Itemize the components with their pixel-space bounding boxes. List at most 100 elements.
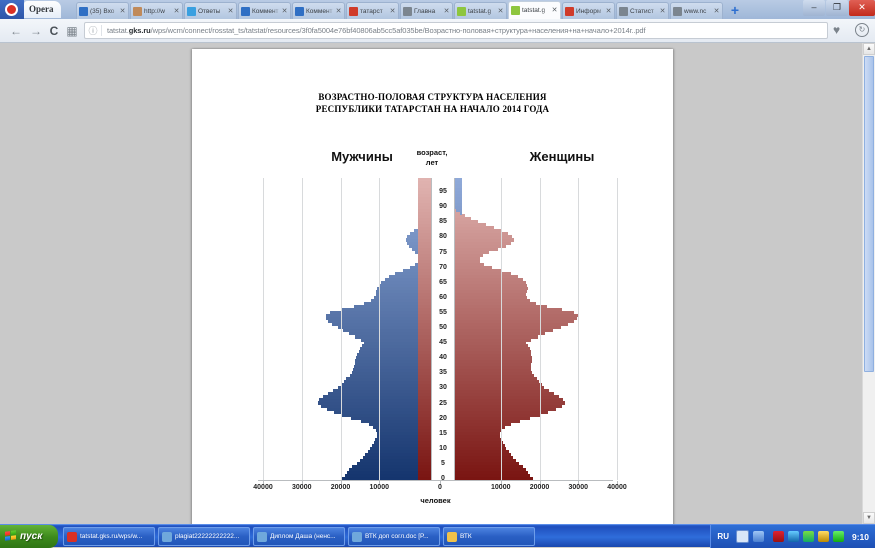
gridline: [500, 178, 502, 480]
taskbar-item-4[interactable]: ВТК: [443, 527, 535, 546]
bar-women-age-48: [418, 332, 546, 336]
keyboard-icon[interactable]: [735, 530, 749, 543]
minimize-button[interactable]: –: [803, 0, 825, 16]
bar-men-age-36: [353, 368, 462, 372]
browser-tab-1[interactable]: http://w ✕: [130, 2, 183, 19]
sync-icon[interactable]: [787, 531, 799, 542]
bar-men-age-17: [373, 425, 462, 430]
vertical-scrollbar[interactable]: ▲ ▼: [862, 43, 875, 524]
tab-close-icon[interactable]: ✕: [605, 7, 612, 15]
bar-men-age-26: [318, 398, 462, 402]
network-icon[interactable]: [752, 531, 764, 542]
bar-women-age-35: [418, 371, 533, 375]
language-indicator[interactable]: RU: [717, 532, 729, 541]
tab-close-icon[interactable]: ✕: [443, 7, 450, 15]
age-tick-55: 55: [439, 308, 447, 316]
start-label: пуск: [20, 531, 43, 542]
gridline: [617, 178, 618, 480]
bar-women-age-19: [418, 419, 520, 424]
opera-logo-icon[interactable]: [0, 0, 24, 19]
word-icon: [257, 531, 267, 542]
bar-women-age-67: [418, 274, 518, 279]
close-button[interactable]: ✕: [849, 0, 875, 16]
bar-women-age-64: [418, 283, 528, 288]
clock[interactable]: 9:10: [851, 531, 869, 542]
bar-women-age-25: [418, 401, 565, 405]
bar-men-age-29: [333, 389, 462, 393]
apps-grid-icon[interactable]: ▦: [66, 24, 78, 38]
bar-women-age-22: [418, 410, 549, 414]
windows-taskbar: пуск tatstat.gks.ru/wps/w... plagiat22222…: [0, 524, 875, 548]
bar-women-age-16: [418, 428, 503, 433]
age-tick-40: 40: [439, 354, 447, 362]
bar-men-age-2: [346, 470, 462, 475]
browser-tab-5[interactable]: татарст ✕: [346, 2, 399, 19]
tab-close-icon[interactable]: ✕: [659, 7, 666, 15]
age-tick-15: 15: [439, 429, 447, 437]
bar-women-age-83: [418, 226, 495, 230]
reload-icon[interactable]: C: [49, 24, 59, 38]
tab-label: Главна: [414, 7, 436, 15]
address-bar[interactable]: ⓘ tatstat.gks.ru/wps/wcm/connect/rosstat…: [84, 22, 828, 39]
bar-women-age-50: [418, 325, 561, 330]
updates-icon[interactable]: [817, 531, 829, 542]
browser-tab-2[interactable]: Ответы ✕: [184, 2, 237, 19]
update-icon[interactable]: ↻: [855, 23, 869, 37]
bar-women-age-78: [418, 241, 512, 245]
taskbar-item-3[interactable]: ВТК доп согл.doc [Р...: [348, 527, 440, 546]
bar-men-age-10: [370, 446, 462, 451]
page-icon: [403, 6, 412, 16]
browser-tab-4[interactable]: Коммент ✕: [292, 2, 345, 19]
bookmark-heart-icon[interactable]: ♥: [833, 23, 841, 37]
browser-tab-9[interactable]: Информ ✕: [562, 2, 615, 19]
bar-men-age-24: [321, 404, 462, 408]
taskbar-item-2[interactable]: Диплом Даша (ненс...: [253, 527, 345, 546]
gridline: [263, 178, 264, 480]
new-tab-button[interactable]: +: [730, 2, 740, 18]
maximize-button[interactable]: ❐: [826, 0, 848, 16]
antivirus-icon[interactable]: [802, 531, 814, 542]
start-button[interactable]: пуск: [0, 525, 58, 548]
site-info-icon[interactable]: ⓘ: [88, 26, 98, 36]
tab-close-icon[interactable]: ✕: [335, 7, 342, 15]
x-tick-label-1: 30000: [292, 484, 312, 491]
bar-women-age-6: [418, 458, 516, 463]
browser-tab-10[interactable]: Статист ✕: [616, 2, 669, 19]
tab-close-icon[interactable]: ✕: [227, 7, 234, 15]
tab-close-icon[interactable]: ✕: [497, 7, 504, 15]
browser-tab-8[interactable]: tatstat.g ✕: [508, 1, 561, 19]
tab-close-icon[interactable]: ✕: [173, 7, 180, 15]
bar-women-age-10: [418, 446, 507, 451]
bar-women-age-62: [418, 289, 527, 294]
bar-women-age-98: [418, 181, 441, 185]
bar-men-age-5: [357, 461, 462, 466]
scrollbar-thumb[interactable]: [864, 56, 874, 372]
browser-tab-3[interactable]: Коммент ✕: [238, 2, 291, 19]
scroll-down-icon[interactable]: ▼: [863, 512, 875, 524]
tab-close-icon[interactable]: ✕: [281, 7, 288, 15]
age-tick-85: 85: [439, 218, 447, 226]
bar-women-age-39: [418, 359, 532, 363]
question-icon: [187, 6, 196, 16]
tab-close-icon[interactable]: ✕: [713, 7, 720, 15]
volume-icon[interactable]: [832, 531, 844, 542]
taskbar-item-1[interactable]: plagiat22222222222...: [158, 527, 250, 546]
taskbar-item-0[interactable]: tatstat.gks.ru/wps/w...: [63, 527, 155, 546]
scroll-up-icon[interactable]: ▲: [863, 43, 875, 55]
tab-close-icon[interactable]: ✕: [551, 7, 558, 14]
bar-women-age-4: [418, 464, 523, 469]
tab-close-icon[interactable]: ✕: [119, 7, 126, 15]
tab-close-icon[interactable]: ✕: [389, 7, 396, 15]
browser-tab-0[interactable]: (35) Вхо ✕: [76, 2, 129, 19]
back-icon[interactable]: ←: [10, 24, 22, 38]
x-axis-title: человек: [420, 496, 451, 505]
forward-icon[interactable]: →: [30, 24, 42, 38]
bar-men-age-22: [334, 410, 462, 414]
browser-tab-6[interactable]: Главна ✕: [400, 2, 453, 19]
browser-tab-11[interactable]: www.nc ✕: [670, 2, 723, 19]
browser-tab-7[interactable]: tatstat.g ✕: [454, 2, 507, 19]
bar-men-age-20: [351, 416, 462, 421]
age-tick-0: 0: [441, 475, 445, 482]
shield-icon[interactable]: [772, 531, 784, 542]
bar-women-age-47: [418, 335, 539, 339]
